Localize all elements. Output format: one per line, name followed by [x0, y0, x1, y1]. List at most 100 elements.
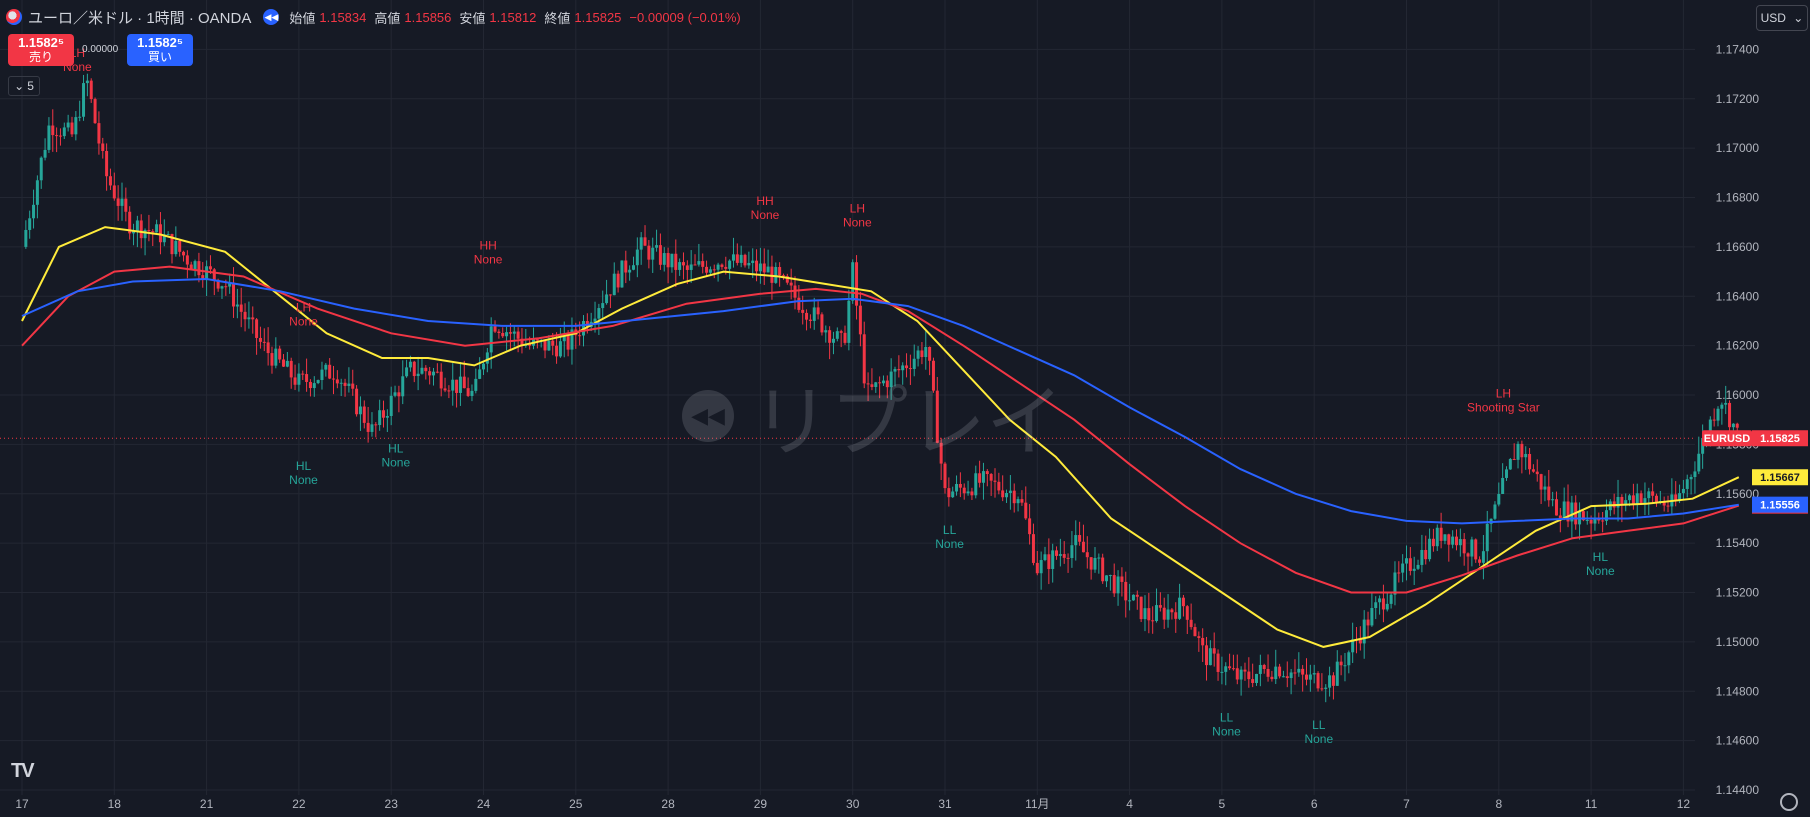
candle-body — [770, 266, 774, 283]
y-tick-label: 1.15000 — [1716, 635, 1760, 649]
candle-body — [443, 388, 447, 391]
candle-body — [358, 406, 362, 415]
y-tick-label: 1.16400 — [1716, 289, 1760, 303]
swing-label: LL — [1220, 711, 1234, 725]
candle-body — [1285, 676, 1289, 679]
chevron-down-icon: ⌄ — [1793, 11, 1804, 25]
x-tick-label: 18 — [108, 797, 122, 811]
gear-icon[interactable] — [1780, 793, 1798, 811]
candle-body — [1643, 498, 1647, 504]
currency-select[interactable]: USD ⌄ — [1756, 5, 1808, 31]
indicators-collapse-button[interactable]: ⌄ 5 — [8, 76, 40, 96]
candle-body — [1255, 673, 1259, 683]
candle-body — [247, 317, 251, 320]
candle-body — [624, 260, 628, 273]
candle-body — [385, 415, 389, 418]
candle-body — [274, 348, 278, 366]
candle-body — [905, 365, 909, 369]
candle-body — [1639, 493, 1643, 504]
replay-icon[interactable]: ◀◀ — [263, 9, 280, 25]
candle-body — [643, 237, 647, 246]
candle-body — [132, 230, 136, 234]
candle-body — [1212, 648, 1216, 654]
candle-body — [85, 80, 89, 84]
candle-body — [1124, 581, 1128, 601]
x-tick-label: 25 — [569, 797, 583, 811]
candle-body — [1601, 520, 1605, 522]
candle-body — [1708, 419, 1712, 438]
candle-body — [674, 253, 678, 270]
candle-body — [278, 348, 282, 360]
candle-body — [1158, 605, 1162, 608]
candle-body — [505, 332, 509, 337]
candle-body — [1201, 637, 1205, 646]
y-tick-label: 1.16200 — [1716, 339, 1760, 353]
candle-body — [1478, 559, 1482, 563]
candle-body — [162, 234, 166, 243]
buy-price: 1.1582⁵ — [137, 35, 183, 50]
candle-body — [1716, 408, 1720, 421]
candle-body — [751, 260, 755, 263]
candle-body — [774, 267, 778, 283]
symbol-title[interactable]: ユーロ／米ドル · 1時間 · OANDA — [28, 9, 252, 27]
swing-label: None — [289, 314, 318, 328]
swing-label: LL — [943, 523, 957, 537]
symbol-flag-icon — [6, 9, 22, 25]
candle-body — [878, 382, 882, 384]
tradingview-logo[interactable]: TV — [11, 760, 35, 782]
candle-body — [105, 150, 109, 177]
candle-body — [1131, 594, 1135, 601]
candle-body — [32, 204, 36, 219]
high-value: 1.15856 — [404, 9, 452, 25]
swing-label: HL — [296, 459, 312, 473]
candle-body — [362, 406, 366, 423]
candle-body — [485, 352, 489, 364]
candle-body — [1604, 510, 1608, 521]
candle-body — [447, 390, 451, 392]
candle-body — [731, 254, 735, 261]
candle-body — [508, 332, 512, 334]
candle-body — [139, 220, 143, 239]
candle-body — [1031, 534, 1035, 563]
candle-body — [1347, 652, 1351, 666]
candle-body — [955, 484, 959, 492]
candle-body — [193, 261, 197, 270]
candle-body — [631, 265, 635, 270]
candle-body — [1262, 664, 1266, 670]
candle-body — [593, 318, 597, 322]
candle-body — [755, 260, 759, 272]
candle-body — [101, 143, 105, 151]
change-value: −0.00009 (−0.01%) — [629, 9, 741, 25]
y-tick-label: 1.14400 — [1716, 783, 1760, 797]
x-tick-label: 28 — [661, 797, 675, 811]
buy-button[interactable]: 1.1582⁵ 買い — [127, 34, 193, 66]
candle-body — [482, 363, 485, 370]
candle-body — [647, 245, 651, 260]
candle-body — [378, 410, 382, 426]
candle-body — [1162, 607, 1166, 620]
candle-body — [58, 135, 62, 137]
candle-body — [697, 261, 701, 265]
candle-body — [1070, 545, 1074, 558]
candle-body — [1516, 443, 1520, 460]
swing-label: None — [1586, 564, 1615, 578]
candles — [24, 73, 1739, 703]
candle-body — [232, 282, 236, 307]
x-tick-label: 31 — [938, 797, 952, 811]
sell-button[interactable]: 1.1582⁵ 売り — [8, 34, 74, 66]
candle-body — [924, 347, 928, 358]
candle-body — [1366, 619, 1370, 626]
candle-body — [1551, 499, 1555, 501]
candle-body — [1654, 495, 1658, 503]
candle-body — [743, 254, 747, 266]
candle-body — [981, 471, 985, 483]
candle-body — [1689, 477, 1693, 480]
close-label: 終値 — [544, 10, 571, 26]
candle-body — [993, 480, 997, 482]
candle-body — [1504, 469, 1508, 478]
candle-body — [1454, 536, 1458, 546]
candle-body — [1428, 538, 1432, 560]
candle-body — [897, 369, 901, 371]
candle-body — [881, 380, 885, 384]
